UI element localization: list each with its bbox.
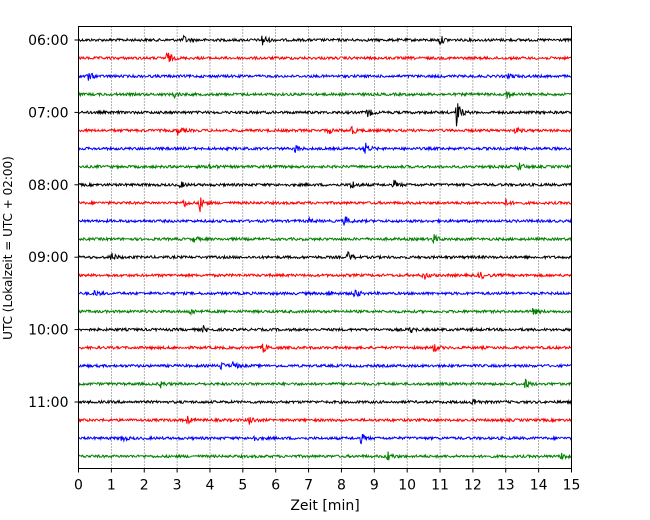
- trace-line: [78, 234, 572, 245]
- x-tick-label: 14: [530, 478, 548, 494]
- trace-line: [78, 251, 572, 261]
- x-tick-label: 11: [431, 478, 449, 494]
- seismic-traces: [78, 34, 572, 461]
- trace-line: [78, 378, 572, 389]
- trace-line: [78, 433, 572, 445]
- trace-line: [78, 52, 572, 63]
- x-tick-label: 10: [398, 478, 416, 494]
- x-tick-label: 2: [140, 478, 149, 494]
- trace-line: [78, 398, 572, 406]
- trace-line: [78, 289, 572, 298]
- y-axis: 06:00 07:00 08:00 09:00 10:00 11:00: [28, 33, 79, 411]
- y-tick-label: 11:00: [28, 395, 68, 411]
- x-tick-label: 3: [173, 478, 182, 494]
- trace-line: [78, 197, 572, 213]
- trace-line: [78, 72, 572, 81]
- trace-line: [78, 179, 572, 190]
- trace-line: [78, 91, 572, 100]
- x-axis-label: Zeit [min]: [290, 498, 359, 514]
- trace-line: [78, 415, 572, 425]
- x-tick-label: 9: [370, 478, 379, 494]
- x-axis: 0 1 2 3 4 5 6 7 8 9 10 11 12 13 14 15: [74, 468, 581, 494]
- x-tick-label: 6: [271, 478, 280, 494]
- x-tick-label: 13: [497, 478, 515, 494]
- trace-line: [78, 361, 572, 371]
- trace-line: [78, 162, 572, 171]
- trace-line: [78, 325, 572, 334]
- y-tick-label: 07:00: [28, 105, 68, 121]
- trace-line: [78, 451, 572, 461]
- x-tick-label: 12: [464, 478, 482, 494]
- x-tick-label: 1: [107, 478, 116, 494]
- x-tick-label: 8: [337, 478, 346, 494]
- x-tick-label: 4: [206, 478, 215, 494]
- y-tick-label: 09:00: [28, 250, 68, 266]
- trace-line: [78, 215, 572, 226]
- x-tick-label: 5: [238, 478, 247, 494]
- trace-line: [78, 343, 572, 353]
- y-tick-label: 08:00: [28, 178, 68, 194]
- trace-line: [78, 142, 572, 154]
- x-tick-label: 7: [304, 478, 313, 494]
- y-axis-label: UTC (Lokalzeit = UTC + 02:00): [1, 156, 15, 340]
- trace-line: [78, 103, 572, 127]
- x-tick-label: 15: [563, 478, 581, 494]
- plot-frame: [78, 26, 572, 469]
- x-tick-label: 0: [74, 478, 83, 494]
- trace-line: [78, 308, 572, 317]
- y-tick-label: 06:00: [28, 33, 68, 49]
- trace-line: [78, 34, 572, 46]
- trace-line: [78, 125, 572, 136]
- trace-line: [78, 271, 572, 280]
- y-tick-label: 10:00: [28, 323, 68, 339]
